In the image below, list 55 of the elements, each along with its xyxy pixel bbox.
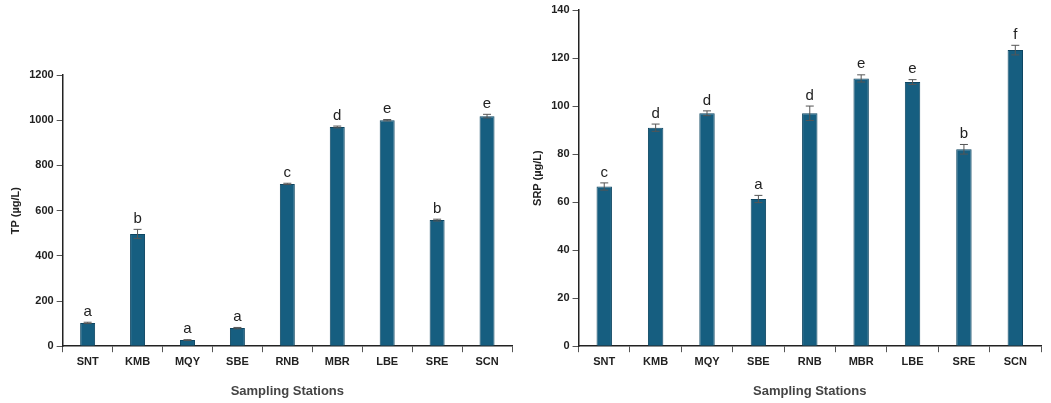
x-axis-title: Sampling Stations [753,382,867,398]
y-tick-label: 140 [551,3,570,16]
annotation: d [651,103,660,121]
y-tick-label: 0 [563,339,570,352]
y-axis-title: SRP (µg/L) [530,149,543,206]
annotation: d [333,105,342,123]
y-tick-label: 40 [557,243,570,256]
x-tick-label: SCN [1003,354,1027,367]
x-tick-label: MBR [324,354,350,367]
x-tick-label: LBE [901,354,924,367]
annotation: c [283,162,292,180]
x-tick-label: RNB [797,354,822,367]
annotation: e [482,93,492,111]
x-tick-label: KMB [643,354,669,367]
annotation: d [702,90,712,108]
annotation: a [83,301,93,319]
y-tick-label: 400 [35,248,54,261]
y-tick-label: 100 [551,99,570,112]
annotation: e [856,54,866,72]
x-tick-label: MBR [848,354,874,367]
annotation: b [959,124,969,142]
annotation: a [754,175,764,193]
x-tick-label: SNT [593,354,616,367]
annotation: d [805,85,814,103]
annotation: e [908,59,917,77]
x-tick-label: SBE [226,354,249,367]
annotation: a [233,307,243,325]
annotation: c [600,162,609,180]
y-tick-label: 1000 [29,113,54,126]
y-tick-label: 120 [551,51,570,64]
x-tick-label: RNB [275,354,300,367]
x-tick-label: SNT [76,354,99,367]
y-tick-label: 200 [35,294,54,307]
annotation: a [183,319,193,337]
annotation: f [1013,24,1019,42]
y-tick-label: 1200 [29,68,54,81]
x-tick-label: KMB [125,354,151,367]
annotation: b [432,198,442,216]
annotation: e [383,99,392,117]
y-tick-label: 20 [557,291,570,304]
x-axis-title: Sampling Stations [230,382,345,398]
y-tick-label: 0 [47,339,54,352]
x-tick-label: SRE [952,354,976,367]
y-tick-label: 60 [557,195,570,208]
y-axis-title: TP (µg/L) [8,186,21,235]
y-tick-label: 80 [557,147,570,160]
x-tick-label: SBE [747,354,770,367]
x-tick-label: SRE [425,354,449,367]
x-tick-label: MQY [174,354,201,367]
y-tick-label: 600 [35,203,54,216]
y-tick-label: 800 [35,158,54,171]
x-tick-label: LBE [376,354,399,367]
x-tick-label: SCN [475,354,499,367]
annotation: b [133,209,142,226]
x-tick-label: MQY [694,354,721,367]
